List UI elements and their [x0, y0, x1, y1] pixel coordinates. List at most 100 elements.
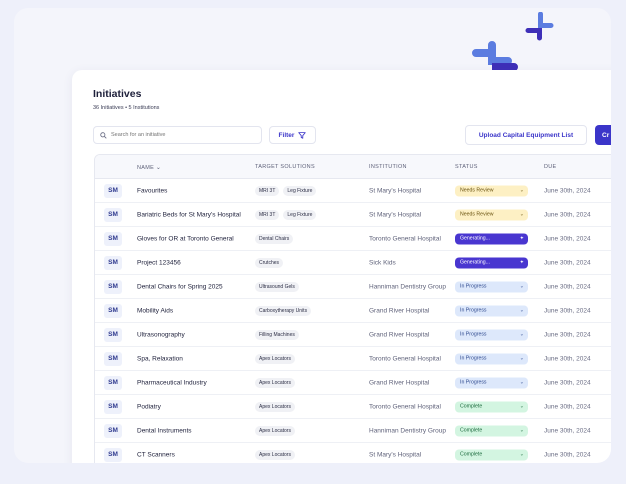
table-row[interactable]: SM Ultrasonography Filling Machines Grand R… [95, 323, 611, 347]
solution-tag: Apex Locators [255, 401, 295, 412]
avatar: SM [104, 447, 122, 462]
target-solutions: Apex Locators [255, 377, 295, 388]
target-solutions: Ultrasound Gels [255, 281, 299, 292]
chevron-down-icon: ⌄ [519, 331, 524, 338]
initiative-name[interactable]: CT Scanners [137, 451, 175, 458]
avatar: SM [104, 255, 122, 270]
search-icon [100, 131, 107, 139]
table-row[interactable]: SM CT Scanners Apex Locators St Mary's Hosp… [95, 443, 611, 463]
search-box[interactable] [93, 126, 262, 144]
initiative-name[interactable]: Podiatry [137, 403, 161, 410]
target-solutions: Dental Chairs [255, 233, 294, 244]
column-header-due: DUE [544, 164, 557, 170]
due-date: June 30th, 2024 [544, 211, 591, 218]
page-title: Initiatives [93, 88, 142, 100]
initiative-name[interactable]: Favourites [137, 187, 168, 194]
target-solutions: Apex Locators [255, 353, 295, 364]
chevron-down-icon: ⌄ [519, 307, 524, 314]
institution-name: Toronto General Hospital [369, 355, 441, 362]
solution-tag: Apex Locators [255, 449, 295, 460]
chevron-down-icon: ⌄ [519, 283, 524, 290]
status-dropdown[interactable]: In Progress ⌄ [455, 377, 528, 388]
status-dropdown[interactable]: Needs Review ⌄ [455, 185, 528, 196]
initiative-name[interactable]: Bariatric Beds for St Mary's Hospital [137, 211, 241, 218]
table-header: NAME ⌄ TARGET SOLUTIONS INSTITUTION STAT… [95, 155, 611, 179]
filter-label: Filter [278, 131, 295, 139]
table-row[interactable]: SM Gloves for OR at Toronto General Dental… [95, 227, 611, 251]
status-dropdown[interactable]: Complete ⌄ [455, 425, 528, 436]
status-label: In Progress [460, 283, 487, 290]
chevron-down-icon: ⌄ [155, 165, 162, 171]
chevron-down-icon: ⌄ [519, 451, 524, 458]
avatar: SM [104, 303, 122, 318]
solution-tag: Crutches [255, 257, 284, 268]
initiative-name[interactable]: Project 123456 [137, 259, 181, 266]
due-date: June 30th, 2024 [544, 451, 591, 458]
table-row[interactable]: SM Pharmaceutical Industry Apex Locators Gr… [95, 371, 611, 395]
column-header-name[interactable]: NAME ⌄ [137, 165, 162, 171]
avatar: SM [104, 327, 122, 342]
initiative-name[interactable]: Mobility Aids [137, 307, 174, 314]
table-row[interactable]: SM Dental Instruments Apex Locators Hannima… [95, 419, 611, 443]
due-date: June 30th, 2024 [544, 379, 591, 386]
chevron-down-icon: ⌄ [519, 403, 524, 410]
table-row[interactable]: SM Favourites MRI 3T Leg Fixture St Mary's H… [95, 179, 611, 203]
institution-name: Hanniman Dentistry Group [369, 283, 446, 290]
page-subtitle: 36 Initiatives • 5 Institutions [93, 105, 160, 111]
sparkle-icon: ✦ [519, 259, 524, 266]
due-date: June 30th, 2024 [544, 283, 591, 290]
due-date: June 30th, 2024 [544, 427, 591, 434]
solution-tag: Carboxytherapy Units [255, 305, 312, 316]
status-label: Complete [460, 403, 483, 410]
target-solutions: Carboxytherapy Units [255, 305, 312, 316]
solution-tag: Apex Locators [255, 353, 295, 364]
avatar: SM [104, 375, 122, 390]
status-dropdown[interactable]: In Progress ⌄ [455, 305, 528, 316]
institution-name: Grand River Hospital [369, 379, 430, 386]
search-input[interactable] [111, 132, 251, 138]
due-date: June 30th, 2024 [544, 355, 591, 362]
table-row[interactable]: SM Bariatric Beds for St Mary's Hospital M… [95, 203, 611, 227]
table-row[interactable]: SM Podiatry Apex Locators Toronto General H… [95, 395, 611, 419]
initiative-name[interactable]: Ultrasonography [137, 331, 185, 338]
institution-name: Toronto General Hospital [369, 235, 441, 242]
solution-tag: Dental Chairs [255, 233, 294, 244]
table-row[interactable]: SM Dental Chairs for Spring 2025 Ultrasoun… [95, 275, 611, 299]
create-button[interactable]: Cr [595, 125, 611, 145]
initiative-name[interactable]: Pharmaceutical Industry [137, 379, 207, 386]
status-dropdown[interactable]: Generating... ✦ [455, 257, 528, 268]
chevron-down-icon: ⌄ [519, 187, 524, 194]
table-row[interactable]: SM Spa, Relaxation Apex Locators Toronto Ge… [95, 347, 611, 371]
solution-tag: Leg Fixture [283, 185, 317, 196]
initiative-name[interactable]: Dental Chairs for Spring 2025 [137, 283, 223, 290]
upload-equipment-button[interactable]: Upload Capital Equipment List [465, 125, 587, 145]
initiative-name[interactable]: Spa, Relaxation [137, 355, 183, 362]
filter-button[interactable]: Filter [269, 126, 316, 144]
table-row[interactable]: SM Project 123456 Crutches Sick Kids Generat… [95, 251, 611, 275]
institution-name: Grand River Hospital [369, 307, 430, 314]
avatar: SM [104, 279, 122, 294]
chevron-down-icon: ⌄ [519, 379, 524, 386]
solution-tag: Apex Locators [255, 425, 295, 436]
avatar: SM [104, 183, 122, 198]
status-label: In Progress [460, 379, 487, 386]
status-dropdown[interactable]: Complete ⌄ [455, 449, 528, 460]
sparkle-icon: ✦ [519, 235, 524, 242]
initiative-name[interactable]: Dental Instruments [137, 427, 192, 434]
status-label: Needs Review [460, 187, 494, 194]
status-label: In Progress [460, 331, 487, 338]
table-row[interactable]: SM Mobility Aids Carboxytherapy Units Grand… [95, 299, 611, 323]
status-dropdown[interactable]: Generating... ✦ [455, 233, 528, 244]
status-dropdown[interactable]: In Progress ⌄ [455, 281, 528, 292]
status-dropdown[interactable]: In Progress ⌄ [455, 329, 528, 340]
target-solutions: Apex Locators [255, 401, 295, 412]
status-dropdown[interactable]: Needs Review ⌄ [455, 209, 528, 220]
avatar: SM [104, 207, 122, 222]
target-solutions: Filling Machines [255, 329, 299, 340]
status-dropdown[interactable]: Complete ⌄ [455, 401, 528, 412]
solution-tag: MRI 3T [255, 209, 280, 220]
target-solutions: Crutches [255, 257, 284, 268]
status-dropdown[interactable]: In Progress ⌄ [455, 353, 528, 364]
institution-name: Grand River Hospital [369, 331, 430, 338]
initiative-name[interactable]: Gloves for OR at Toronto General [137, 235, 234, 242]
